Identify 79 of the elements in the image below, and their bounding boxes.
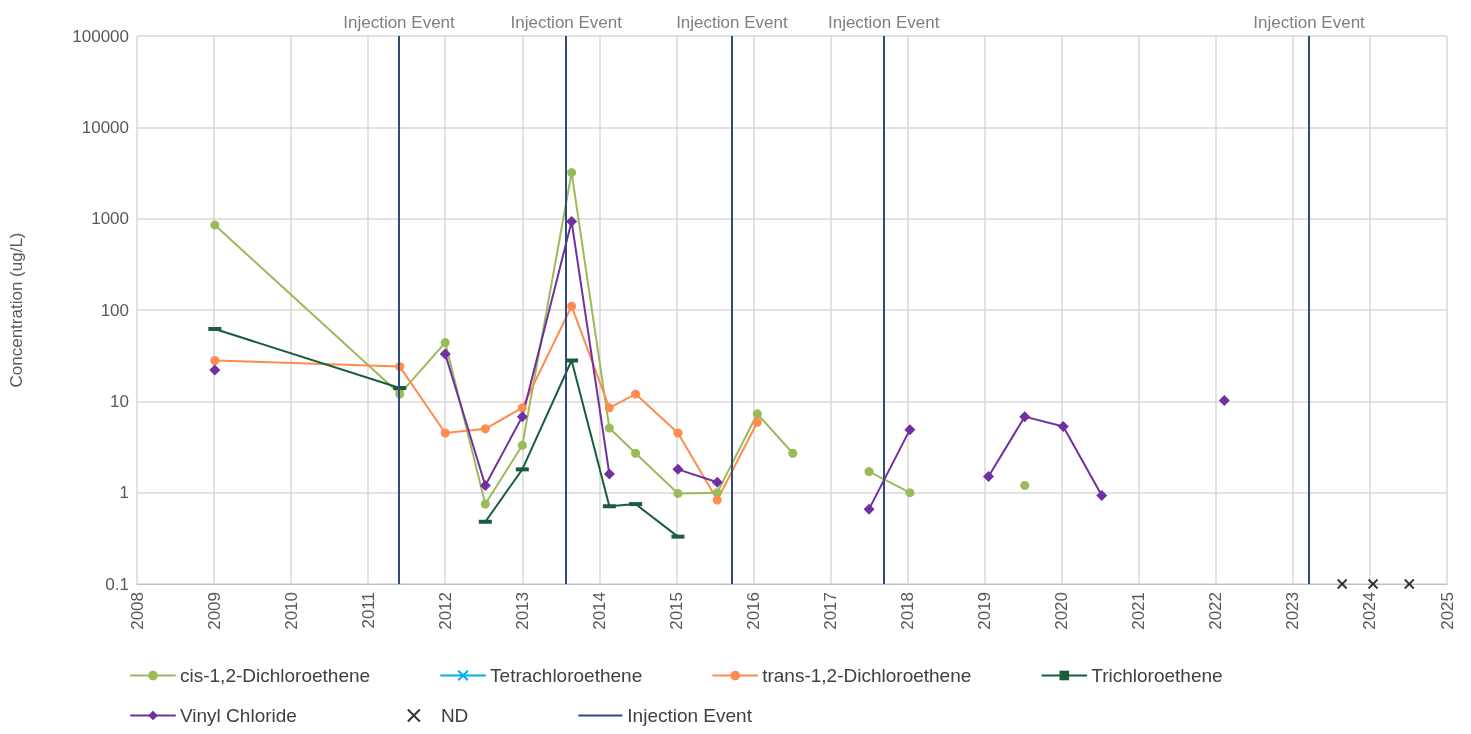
point (711, 476, 723, 488)
y-tick-label: 1000 (91, 209, 129, 229)
point (604, 423, 614, 433)
x-tick-label: 2021 (1129, 592, 1149, 630)
point (1403, 578, 1415, 590)
legend-label: trans-1,2-Dichloroethene (762, 665, 972, 686)
legend-label: Vinyl Chloride (180, 705, 297, 726)
point (864, 467, 874, 477)
legend-label: Trichloroethene (1091, 665, 1223, 686)
x-tick-label: 2008 (127, 592, 147, 630)
point (516, 411, 528, 423)
point (1336, 578, 1348, 590)
point (209, 364, 221, 376)
point (752, 417, 762, 427)
point (567, 301, 577, 311)
ref-line-label: Injection Event (676, 13, 788, 32)
x-tick-label: 2013 (512, 592, 532, 630)
ref-line-label: Injection Event (510, 13, 623, 32)
point (480, 424, 490, 434)
point (210, 355, 220, 365)
point (439, 348, 451, 360)
y-tick-label: 1 (119, 483, 129, 503)
point (1019, 411, 1031, 423)
x-tick-label: 2019 (975, 592, 995, 630)
point (673, 488, 683, 498)
y-tick-label: 10000 (81, 117, 129, 137)
point (631, 448, 641, 458)
point (1367, 578, 1379, 590)
point (983, 471, 994, 483)
legend-label: ND (440, 705, 469, 726)
x-tick-label: 2018 (898, 592, 918, 630)
point (752, 409, 762, 419)
point (712, 495, 722, 505)
x-tick-label: 2012 (435, 592, 455, 630)
text: Injection Event (627, 705, 752, 726)
y-tick-label: 10 (110, 391, 129, 411)
x-tick-label: 2025 (1437, 592, 1457, 630)
point (517, 403, 527, 413)
legend-label: cis-1,2-Dichloroethene (180, 665, 371, 686)
point (712, 488, 722, 498)
x-tick-label: 2009 (204, 592, 224, 630)
ref-line-label: Injection Event (1253, 13, 1366, 32)
x-tick-label: 2015 (666, 592, 686, 630)
point (631, 389, 641, 399)
point (673, 428, 683, 438)
x-tick-label: 2020 (1052, 592, 1072, 630)
y-tick-label: 100 (100, 300, 129, 320)
y-axis-title: Concentration (ug/L) (7, 232, 26, 388)
y-tick-label: 0.1 (105, 574, 129, 594)
legend-label: Tetrachloroethene (490, 665, 643, 686)
point (517, 440, 527, 450)
point (1057, 421, 1069, 433)
point (1096, 490, 1108, 502)
x-tick-label: 2014 (589, 592, 609, 630)
point (604, 403, 614, 413)
point (603, 468, 615, 480)
point (440, 428, 450, 438)
point (672, 463, 684, 475)
point (480, 499, 490, 509)
point (567, 168, 577, 178)
point (479, 479, 491, 491)
point (1218, 395, 1230, 407)
ref-line-label: Injection Event (827, 13, 940, 32)
x-tick-label: 2023 (1283, 592, 1303, 630)
y-tick-label: 100000 (72, 26, 129, 46)
point (863, 503, 875, 515)
x-tick-label: 2016 (743, 592, 763, 630)
x-tick-label: 2010 (281, 592, 301, 630)
x-tick-label: 2022 (1206, 592, 1226, 630)
x-tick-label: 2011 (358, 592, 378, 629)
point (210, 220, 220, 230)
point (788, 448, 798, 458)
point (1020, 480, 1030, 490)
point (905, 488, 915, 498)
point (440, 338, 450, 348)
ref-line-label: Injection Event (343, 13, 456, 32)
x-tick-label: 2024 (1360, 592, 1380, 630)
point (904, 424, 916, 436)
x-tick-label: 2017 (821, 592, 841, 630)
